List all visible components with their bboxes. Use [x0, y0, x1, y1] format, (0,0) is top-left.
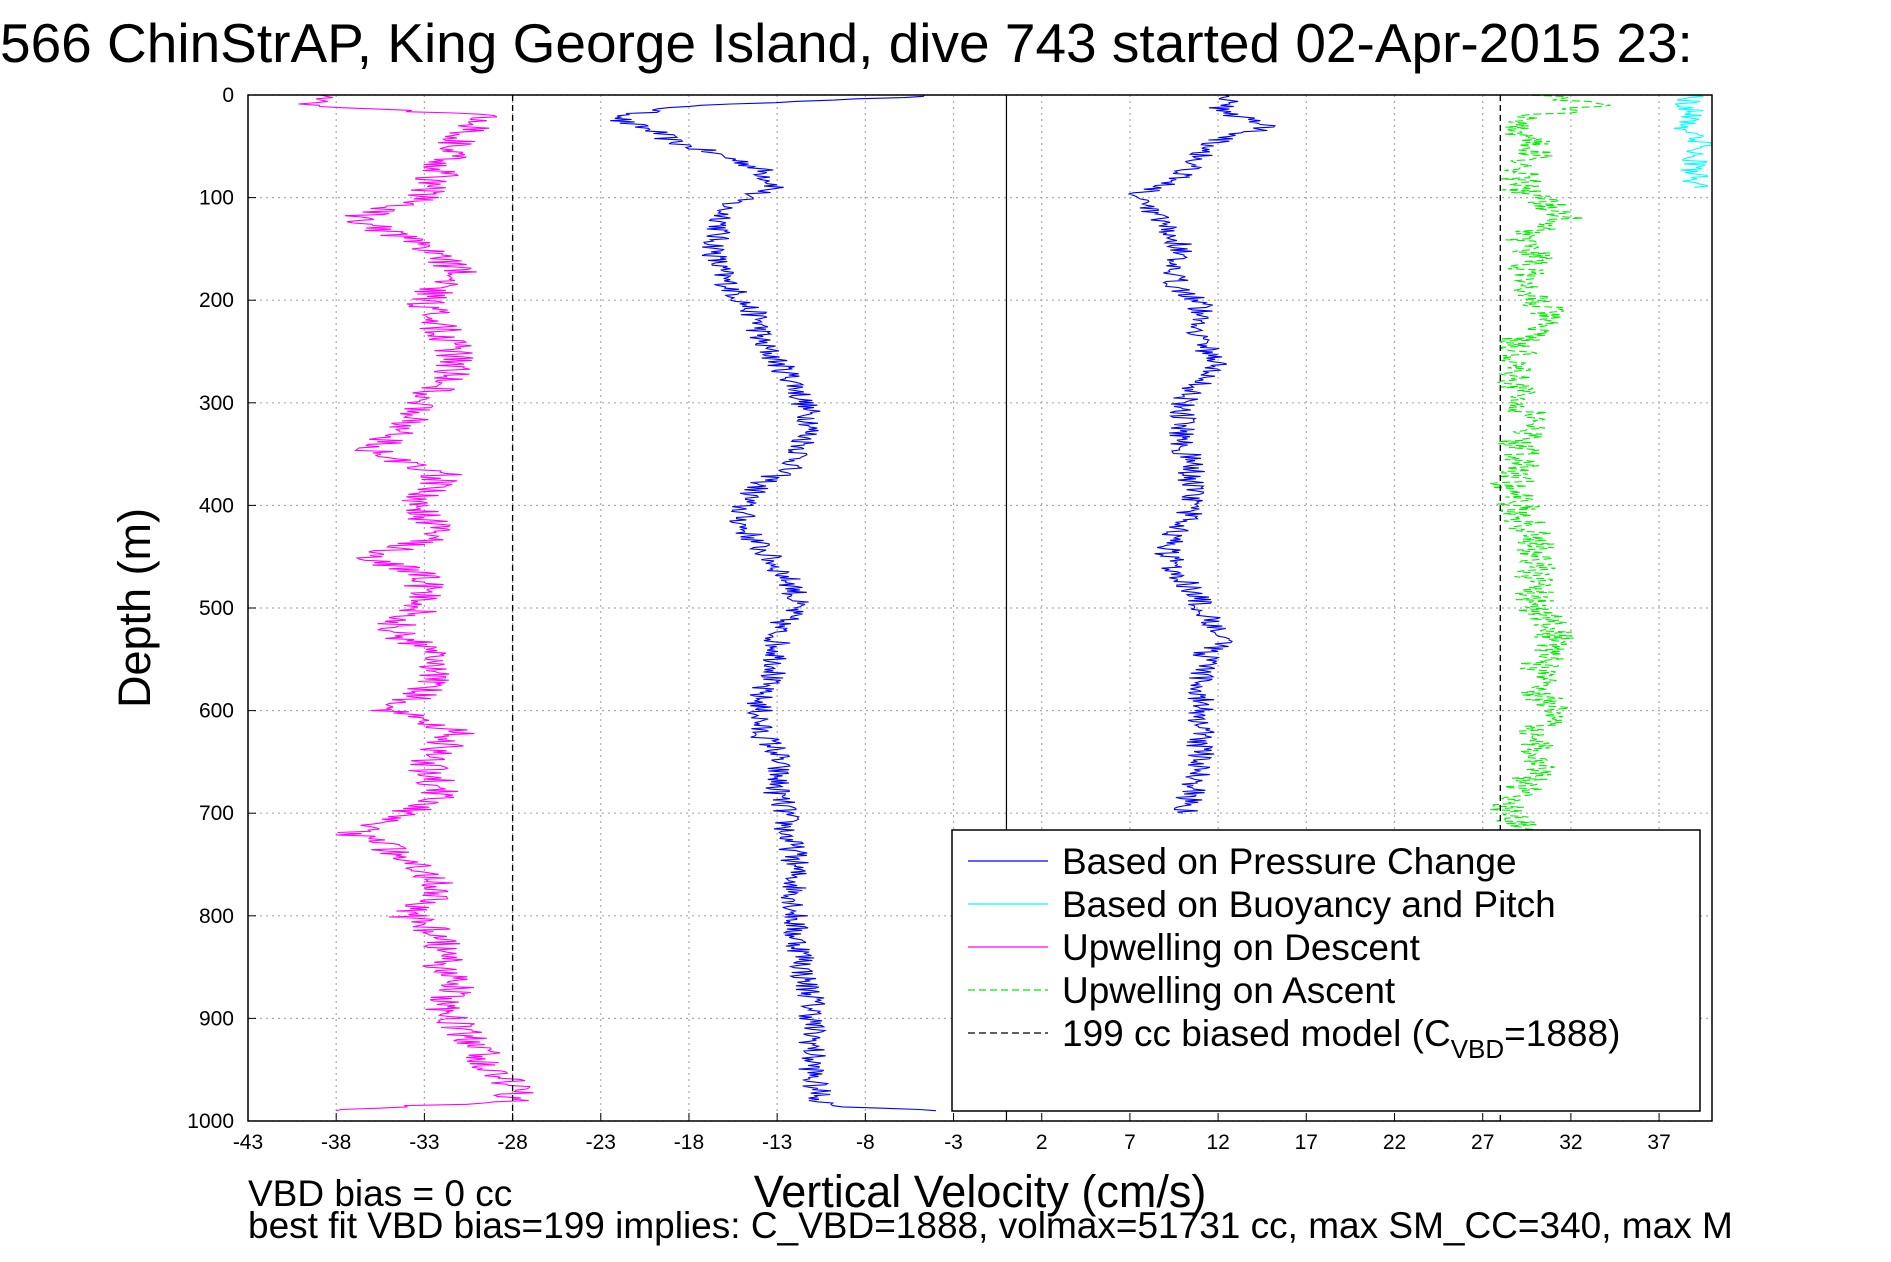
y-axis-label: Depth (m) [109, 508, 160, 708]
legend-label-text: 199 cc biased model (C [1062, 1013, 1451, 1054]
x-tick-label: -23 [586, 1131, 616, 1154]
y-tick-label: 400 [199, 494, 234, 517]
x-axis-label: Vertical Velocity (cm/s) [754, 1166, 1207, 1217]
y-tick-label: 0 [222, 84, 234, 107]
legend-label: Upwelling on Ascent [1062, 970, 1396, 1011]
x-tick-label: -38 [321, 1131, 351, 1154]
legend-label: Based on Pressure Change [1062, 841, 1517, 882]
x-tick-label: 17 [1295, 1131, 1318, 1154]
legend-label-text: Upwelling on Descent [1062, 927, 1421, 968]
x-tick-label: 27 [1471, 1131, 1494, 1154]
legend-label-subscript: VBD [1451, 1034, 1504, 1064]
y-tick-label: 600 [199, 700, 234, 723]
x-tick-label: 32 [1559, 1131, 1582, 1154]
y-tick-label: 100 [199, 187, 234, 210]
legend-label: 199 cc biased model (CVBD=1888) [1062, 1013, 1620, 1064]
series-line-0 [610, 95, 936, 1112]
x-tick-label: 2 [1036, 1131, 1048, 1154]
footer-vbd-bias: VBD bias = 0 cc [248, 1173, 512, 1214]
x-tick-label: -3 [944, 1131, 963, 1154]
series-line-2 [1673, 95, 1712, 188]
legend-label-suffix: =1888) [1504, 1013, 1620, 1054]
legend-box [951, 829, 1701, 1112]
x-tick-label: -8 [856, 1131, 875, 1154]
x-tick-label: -13 [762, 1131, 792, 1154]
y-tick-label: 900 [199, 1007, 234, 1030]
x-tick-label: -28 [497, 1131, 527, 1154]
legend-label: Based on Buoyancy and Pitch [1062, 884, 1556, 925]
x-tick-label: -43 [233, 1131, 263, 1154]
x-tick-label: 7 [1124, 1131, 1136, 1154]
y-tick-label: 200 [199, 289, 234, 312]
x-tick-label: -18 [674, 1131, 704, 1154]
legend-label-text: Based on Buoyancy and Pitch [1062, 884, 1556, 925]
tick-labels: -43 -38 -33 -28 -23 -18 -13 -8 -3 2 7 12 17 22 27 32 370… [187, 84, 1670, 1154]
y-tick-label: 800 [199, 905, 234, 928]
legend-label-text: Based on Pressure Change [1062, 841, 1517, 882]
x-tick-label: 22 [1383, 1131, 1406, 1154]
legend-label: Upwelling on Descent [1062, 927, 1421, 968]
series-line-4 [1489, 95, 1611, 835]
x-tick-label: 37 [1647, 1131, 1670, 1154]
legend-label-text: Upwelling on Ascent [1062, 970, 1396, 1011]
chart-title: 566 ChinStrAP, King George Island, dive … [0, 12, 1693, 74]
footer-best-fit: best fit VBD bias=199 implies: C_VBD=188… [248, 1205, 1733, 1246]
x-tick-label: -33 [409, 1131, 439, 1154]
y-tick-label: 700 [199, 802, 234, 825]
series-line-1 [1128, 95, 1276, 814]
y-tick-label: 1000 [187, 1110, 234, 1133]
series-line-3 [298, 95, 534, 1112]
x-tick-label: 12 [1206, 1131, 1229, 1154]
y-tick-label: 300 [199, 392, 234, 415]
y-tick-label: 500 [199, 597, 234, 620]
